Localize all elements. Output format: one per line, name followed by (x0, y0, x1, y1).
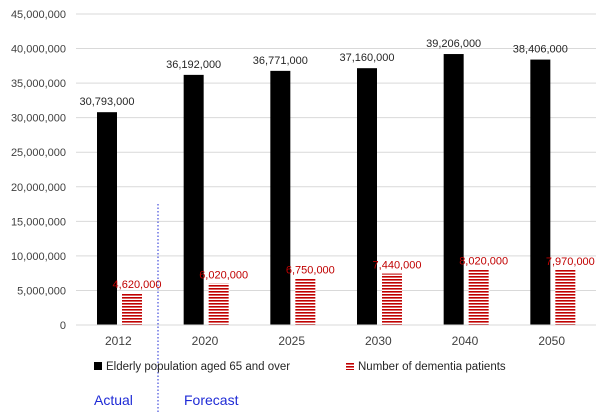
y-tick-label: 10,000,000 (11, 251, 66, 263)
data-label-dementia: 7,970,000 (546, 256, 595, 268)
y-tick-label: 15,000,000 (11, 216, 66, 228)
x-tick-label: 2040 (452, 334, 479, 348)
x-tick-label: 2012 (105, 334, 132, 348)
data-label-elderly: 37,160,000 (339, 52, 394, 64)
y-axis: 0 5,000,000 10,000,000 15,000,000 20,000,000… (11, 9, 66, 332)
x-tick-label: 2025 (278, 334, 305, 348)
bar-dementia-patients (122, 293, 142, 325)
bar-dementia-patients (208, 283, 229, 325)
bar-elderly-population (270, 70, 291, 325)
data-label-elderly: 36,771,000 (253, 55, 308, 67)
data-label-elderly: 38,406,000 (513, 44, 568, 56)
legend-label-elderly: Elderly population aged 65 and over (106, 361, 290, 373)
bar-elderly-population (530, 59, 551, 325)
forecast-label: Forecast (184, 392, 239, 408)
bars (97, 54, 576, 326)
actual-label: Actual (94, 392, 133, 408)
bar-elderly-population (97, 112, 117, 325)
x-tick-label: 2030 (365, 334, 392, 348)
legend: Elderly population aged 65 and over Numb… (94, 361, 506, 373)
legend-swatch-elderly (94, 362, 102, 370)
bar-elderly-population (357, 68, 377, 326)
bar-elderly-population (183, 74, 204, 325)
data-label-elderly: 36,192,000 (166, 59, 221, 71)
y-tick-label: 20,000,000 (11, 182, 66, 194)
x-tick-label: 2020 (192, 334, 219, 348)
data-label-dementia: 6,020,000 (199, 269, 248, 281)
bar-elderly-population (443, 54, 464, 326)
data-labels: 30,793,000 4,620,000 36,192,000 6,020,000 36… (79, 38, 594, 291)
bar-dementia-patients (555, 269, 576, 325)
x-axis: 2012 2020 2025 2030 2040 2050 (76, 324, 596, 348)
y-tick-label: 35,000,000 (11, 78, 66, 90)
y-tick-label: 30,000,000 (11, 113, 66, 125)
y-tick-label: 0 (60, 320, 66, 332)
y-tick-label: 40,000,000 (11, 44, 66, 56)
data-label-dementia: 8,020,000 (459, 256, 508, 268)
y-tick-label: 25,000,000 (11, 147, 66, 159)
legend-swatch-dementia (346, 362, 354, 370)
gridlines (76, 13, 596, 291)
data-label-elderly: 30,793,000 (79, 96, 134, 108)
data-label-dementia: 6,750,000 (286, 264, 335, 276)
data-label-dementia: 4,620,000 (113, 279, 162, 291)
bar-dementia-patients (295, 278, 316, 325)
x-tick-label: 2050 (538, 334, 565, 348)
bar-dementia-patients (382, 273, 402, 325)
data-label-dementia: 7,440,000 (373, 260, 422, 272)
legend-label-dementia: Number of dementia patients (358, 361, 506, 373)
data-label-elderly: 39,206,000 (426, 38, 481, 50)
y-tick-label: 45,000,000 (11, 9, 66, 21)
y-tick-label: 5,000,000 (17, 285, 66, 297)
bar-dementia-patients (468, 269, 489, 325)
